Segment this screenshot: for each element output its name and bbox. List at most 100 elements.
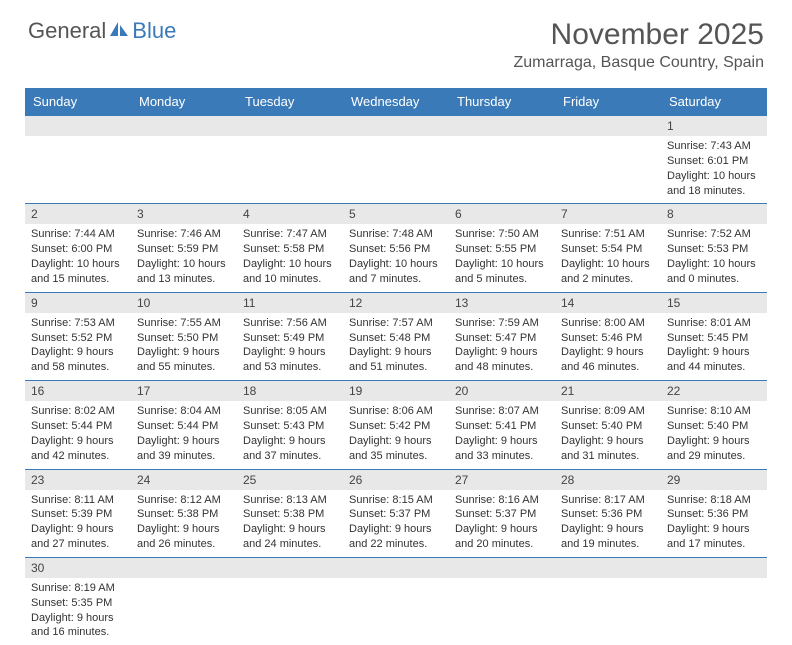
day-header: Friday [555,88,661,116]
info-cell: Sunrise: 7:47 AMSunset: 5:58 PMDaylight:… [237,224,343,292]
date-cell [555,557,661,578]
info-cell: Sunrise: 8:02 AMSunset: 5:44 PMDaylight:… [25,401,131,469]
info-row: Sunrise: 8:19 AMSunset: 5:35 PMDaylight:… [25,578,767,645]
logo: General Blue [28,18,176,44]
date-cell [343,116,449,137]
date-cell: 27 [449,469,555,490]
info-cell [661,578,767,645]
date-cell: 5 [343,204,449,225]
date-cell: 21 [555,381,661,402]
date-cell: 11 [237,292,343,313]
date-cell: 17 [131,381,237,402]
info-cell [131,578,237,645]
date-cell [449,557,555,578]
date-cell [131,557,237,578]
date-row: 9101112131415 [25,292,767,313]
date-cell: 16 [25,381,131,402]
date-cell: 29 [661,469,767,490]
day-header: Wednesday [343,88,449,116]
info-cell: Sunrise: 7:56 AMSunset: 5:49 PMDaylight:… [237,313,343,381]
date-cell: 23 [25,469,131,490]
info-row: Sunrise: 7:53 AMSunset: 5:52 PMDaylight:… [25,313,767,381]
info-cell: Sunrise: 7:50 AMSunset: 5:55 PMDaylight:… [449,224,555,292]
info-cell: Sunrise: 8:17 AMSunset: 5:36 PMDaylight:… [555,490,661,558]
date-row: 30 [25,557,767,578]
calendar-table: Sunday Monday Tuesday Wednesday Thursday… [25,88,767,645]
info-row: Sunrise: 7:44 AMSunset: 6:00 PMDaylight:… [25,224,767,292]
date-cell: 26 [343,469,449,490]
info-cell: Sunrise: 8:05 AMSunset: 5:43 PMDaylight:… [237,401,343,469]
logo-text-b: Blue [132,18,176,44]
info-cell [449,578,555,645]
date-cell: 28 [555,469,661,490]
info-cell: Sunrise: 8:13 AMSunset: 5:38 PMDaylight:… [237,490,343,558]
logo-text-a: General [28,18,106,44]
date-cell: 8 [661,204,767,225]
date-cell [237,557,343,578]
date-cell: 6 [449,204,555,225]
info-cell: Sunrise: 8:01 AMSunset: 5:45 PMDaylight:… [661,313,767,381]
date-cell: 1 [661,116,767,137]
info-cell: Sunrise: 7:43 AMSunset: 6:01 PMDaylight:… [661,136,767,204]
date-cell: 14 [555,292,661,313]
date-cell: 24 [131,469,237,490]
title-block: November 2025 Zumarraga, Basque Country,… [514,18,765,72]
info-cell: Sunrise: 8:10 AMSunset: 5:40 PMDaylight:… [661,401,767,469]
info-cell [131,136,237,204]
day-header: Thursday [449,88,555,116]
info-cell [555,578,661,645]
date-cell: 12 [343,292,449,313]
date-cell: 13 [449,292,555,313]
info-cell [25,136,131,204]
page-title: November 2025 [514,18,765,52]
date-cell [555,116,661,137]
date-row: 16171819202122 [25,381,767,402]
info-cell: Sunrise: 7:59 AMSunset: 5:47 PMDaylight:… [449,313,555,381]
info-cell: Sunrise: 7:57 AMSunset: 5:48 PMDaylight:… [343,313,449,381]
date-cell [237,116,343,137]
info-cell: Sunrise: 7:55 AMSunset: 5:50 PMDaylight:… [131,313,237,381]
day-header: Sunday [25,88,131,116]
info-row: Sunrise: 7:43 AMSunset: 6:01 PMDaylight:… [25,136,767,204]
date-cell: 3 [131,204,237,225]
date-cell: 20 [449,381,555,402]
date-cell: 19 [343,381,449,402]
info-row: Sunrise: 8:02 AMSunset: 5:44 PMDaylight:… [25,401,767,469]
info-cell [343,578,449,645]
info-cell: Sunrise: 7:44 AMSunset: 6:00 PMDaylight:… [25,224,131,292]
page-subtitle: Zumarraga, Basque Country, Spain [514,54,765,72]
date-cell: 30 [25,557,131,578]
date-cell: 18 [237,381,343,402]
date-row: 2345678 [25,204,767,225]
date-cell [25,116,131,137]
date-cell: 4 [237,204,343,225]
info-cell [343,136,449,204]
info-cell: Sunrise: 8:18 AMSunset: 5:36 PMDaylight:… [661,490,767,558]
info-cell: Sunrise: 8:11 AMSunset: 5:39 PMDaylight:… [25,490,131,558]
date-cell [449,116,555,137]
date-row: 23242526272829 [25,469,767,490]
date-cell: 7 [555,204,661,225]
info-cell: Sunrise: 8:19 AMSunset: 5:35 PMDaylight:… [25,578,131,645]
info-cell: Sunrise: 8:09 AMSunset: 5:40 PMDaylight:… [555,401,661,469]
info-cell: Sunrise: 8:06 AMSunset: 5:42 PMDaylight:… [343,401,449,469]
day-header: Tuesday [237,88,343,116]
info-cell [237,578,343,645]
info-cell: Sunrise: 8:16 AMSunset: 5:37 PMDaylight:… [449,490,555,558]
date-cell: 25 [237,469,343,490]
sail-icon [108,18,130,44]
date-cell [131,116,237,137]
day-header-row: Sunday Monday Tuesday Wednesday Thursday… [25,88,767,116]
date-cell [343,557,449,578]
info-cell: Sunrise: 8:15 AMSunset: 5:37 PMDaylight:… [343,490,449,558]
info-cell: Sunrise: 7:52 AMSunset: 5:53 PMDaylight:… [661,224,767,292]
day-header: Saturday [661,88,767,116]
date-cell: 2 [25,204,131,225]
info-cell: Sunrise: 8:12 AMSunset: 5:38 PMDaylight:… [131,490,237,558]
header: General Blue November 2025 Zumarraga, Ba… [0,0,792,80]
info-cell: Sunrise: 8:00 AMSunset: 5:46 PMDaylight:… [555,313,661,381]
date-cell: 9 [25,292,131,313]
info-cell: Sunrise: 7:46 AMSunset: 5:59 PMDaylight:… [131,224,237,292]
info-cell [555,136,661,204]
info-row: Sunrise: 8:11 AMSunset: 5:39 PMDaylight:… [25,490,767,558]
